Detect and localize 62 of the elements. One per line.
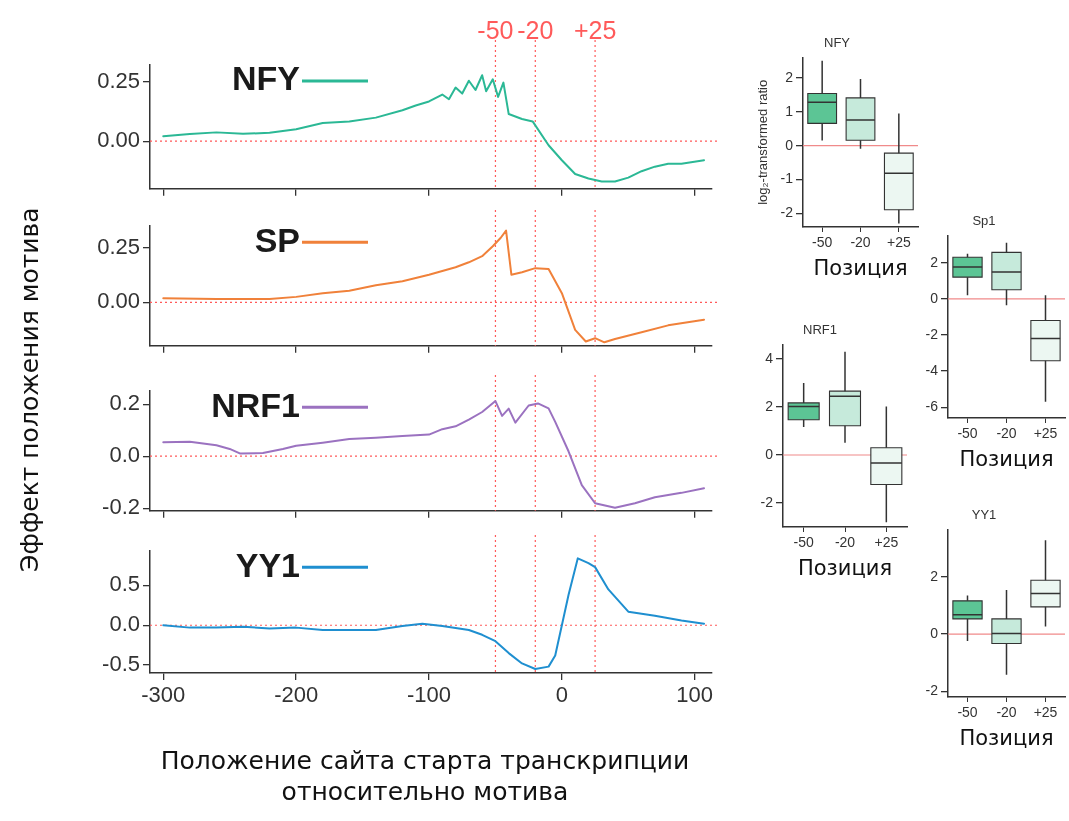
ref-line-label: -50 — [477, 16, 514, 45]
y-tick-label: 1 — [785, 102, 794, 119]
chart-title: NRF1 — [803, 322, 837, 338]
y-tick-label: 0.25 — [97, 234, 140, 260]
y-tick-label: 0 — [765, 445, 774, 462]
y-tick-label: -2 — [760, 493, 774, 510]
x-tick-label: -20 — [996, 425, 1017, 442]
chart-title: NFY — [824, 35, 851, 51]
x-tick-label: +25 — [1033, 704, 1058, 721]
y-tick-label: -0.5 — [102, 651, 140, 677]
y-tick-label: -1 — [780, 170, 794, 187]
x-tick-label: -300 — [141, 682, 186, 708]
chart-title: YY1 — [971, 507, 997, 523]
x-tick-label: -50 — [793, 534, 814, 551]
y-tick-label: -6 — [925, 398, 939, 415]
y-tick-label: 0 — [930, 624, 939, 641]
y-tick-label: -2 — [780, 204, 794, 221]
x-tick-label: -50 — [957, 425, 978, 442]
y-tick-label: 0.0 — [109, 442, 140, 468]
legend-label: SP — [254, 220, 300, 259]
x-axis-title: Позиция — [959, 725, 1054, 750]
ref-line-label: -20 — [517, 16, 554, 45]
x-tick-label: +25 — [874, 534, 899, 551]
legend-label: YY1 — [235, 545, 300, 584]
y-tick-label: -2 — [925, 325, 939, 342]
y-tick-label: 0.00 — [97, 127, 140, 153]
y-tick-label: 2 — [930, 253, 939, 270]
x-tick-label: -50 — [957, 704, 978, 721]
y-tick-label: 0.5 — [109, 571, 140, 597]
y-tick-label: -4 — [925, 361, 939, 378]
x-tick-label: -200 — [274, 682, 319, 708]
ref-line-label: +25 — [573, 16, 617, 45]
y-axis-title: log₂-transformed ratio — [755, 79, 771, 205]
x-tick-label: +25 — [886, 234, 911, 251]
x-axis-title: Позиция — [813, 255, 908, 280]
y-tick-label: -0.2 — [102, 494, 140, 520]
legend-label: NRF1 — [211, 385, 300, 424]
y-tick-label: 0.25 — [97, 67, 140, 93]
x-tick-label: -100 — [406, 682, 452, 708]
chart-title: Sp1 — [972, 213, 996, 229]
y-tick-label: 2 — [765, 397, 774, 414]
y-tick-label: 4 — [765, 349, 774, 366]
x-tick-label: -50 — [812, 234, 833, 251]
legend-label: NFY — [232, 59, 301, 98]
y-tick-label: 0 — [930, 289, 939, 306]
x-axis-title: Позиция — [797, 555, 893, 580]
x-tick-label: -20 — [834, 534, 856, 551]
y-tick-label: 0.00 — [97, 288, 140, 314]
x-tick-label: +25 — [1033, 425, 1058, 442]
y-tick-label: 2 — [930, 567, 939, 584]
x-tick-label: -20 — [996, 704, 1017, 721]
x-axis-title: Положение сайта старта транскрипции относительно мотива — [159, 745, 691, 808]
y-tick-label: 0 — [785, 136, 794, 153]
y-tick-label: 2 — [785, 68, 794, 85]
x-tick-label: 0 — [555, 682, 568, 708]
y-tick-label: -2 — [925, 682, 939, 699]
x-axis-title: Позиция — [959, 446, 1054, 471]
x-tick-label: 100 — [676, 682, 714, 708]
x-tick-label: -20 — [850, 234, 871, 251]
y-axis-title: Эффект положения мотива — [14, 206, 46, 574]
y-tick-label: 0.2 — [109, 390, 140, 416]
y-tick-label: 0.0 — [109, 611, 140, 637]
